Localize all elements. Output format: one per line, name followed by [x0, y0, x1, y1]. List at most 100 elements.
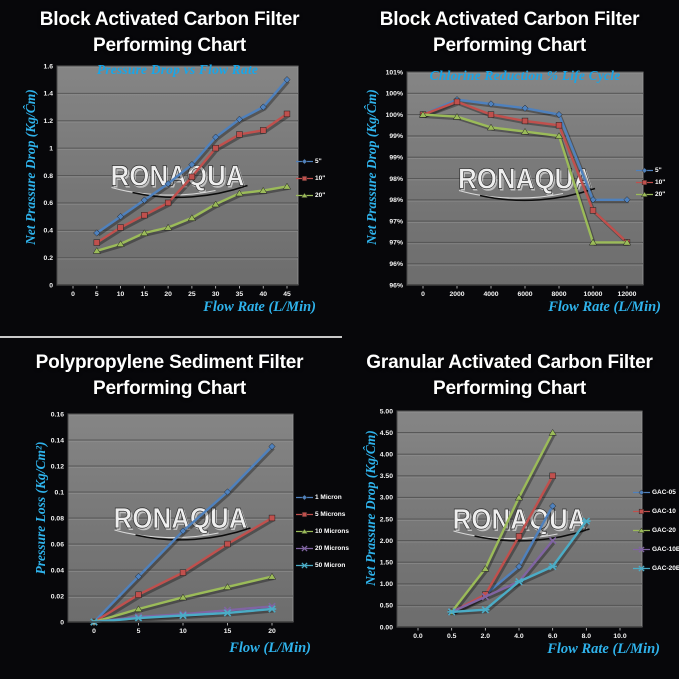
y-axis-label: Net Prassure Drop (Kg/Ĉm) [363, 430, 378, 586]
chart-title: Block Activated Carbon Filter Performing… [340, 7, 679, 59]
legend-item: 10" [296, 174, 325, 183]
svg-text:8.0: 8.0 [582, 633, 592, 640]
y-axis-label: Pressure Loss (Kg/Cm²) [33, 441, 48, 575]
svg-text:1.2: 1.2 [44, 118, 54, 125]
legend-item: 20" [296, 191, 325, 200]
svg-text:0.50: 0.50 [380, 603, 393, 610]
svg-text:100%: 100% [386, 91, 403, 98]
svg-text:0.1: 0.1 [55, 489, 65, 496]
legend-swatch-star-icon [296, 562, 313, 569]
svg-text:12000: 12000 [618, 291, 637, 298]
svg-text:0.4: 0.4 [44, 228, 54, 235]
svg-text:0.0: 0.0 [413, 633, 423, 640]
svg-text:10: 10 [179, 628, 187, 635]
legend-item: 10 Microns [296, 527, 349, 536]
legend-label: GAC-05 [652, 489, 676, 496]
svg-text:97%: 97% [389, 240, 403, 247]
legend-swatch-diamond-icon [296, 158, 313, 165]
svg-text:96%: 96% [389, 261, 403, 268]
y-axis-label: Net Prassure Drop (Kg/Ĉm) [364, 89, 379, 245]
svg-text:2.0: 2.0 [481, 633, 491, 640]
svg-text:0.6: 0.6 [44, 200, 54, 207]
y-axis-label: Net Prassure Drop (Kg/Ĉm) [23, 89, 38, 245]
legend-swatch-square-icon [296, 511, 313, 518]
chart-title: Granular Activated Carbon Filter Perform… [340, 350, 679, 402]
legend-swatch-triangle-icon [296, 528, 313, 534]
chart-title-line2: Performing Chart [432, 35, 587, 56]
legend-swatch-diamond-icon [633, 489, 650, 496]
legend-label: GAC-20 [652, 527, 676, 534]
chart-title-line2: Performing Chart [432, 378, 587, 399]
svg-text:0: 0 [49, 282, 53, 289]
chart-title-line1: Block Activated Carbon Filter [379, 9, 640, 30]
chart-title-line1: Block Activated Carbon Filter [39, 9, 300, 30]
svg-text:2.50: 2.50 [380, 516, 393, 523]
panel-granular-carbon: Granular Activated Carbon Filter Perform… [340, 340, 679, 679]
legend-item: GAC-10 [633, 507, 676, 516]
legend-swatch-x-icon [633, 546, 650, 553]
svg-text:10.0: 10.0 [613, 633, 626, 640]
svg-text:20: 20 [268, 628, 276, 635]
svg-text:15: 15 [224, 628, 232, 635]
legend-swatch-triangle-icon [636, 191, 653, 197]
svg-text:0: 0 [60, 619, 64, 626]
svg-text:0.2: 0.2 [44, 255, 54, 262]
svg-text:3.50: 3.50 [380, 473, 393, 480]
chart-title-line2: Performing Chart [92, 378, 247, 399]
panel-sediment-filter: Polypropylene Sediment Filter Performing… [0, 340, 349, 679]
legend-label: 20" [315, 192, 326, 199]
x-axis-label: Flow (L/Min) [229, 640, 311, 656]
legend-label: 20" [655, 191, 666, 198]
svg-text:0.02: 0.02 [51, 593, 64, 600]
svg-text:100%: 100% [386, 112, 403, 119]
svg-text:98%: 98% [389, 197, 403, 204]
legend-swatch-square-icon [296, 175, 313, 182]
svg-text:1.50: 1.50 [380, 560, 393, 567]
legend-item: 1 Micron [296, 493, 342, 502]
svg-text:1.4: 1.4 [44, 91, 54, 98]
svg-text:5: 5 [137, 628, 141, 635]
legend-item: 20" [636, 190, 665, 199]
svg-text:45: 45 [283, 291, 291, 298]
quadrant-divider-line [0, 336, 342, 338]
svg-text:4.50: 4.50 [380, 430, 393, 437]
legend-label: 20 Microns [315, 545, 349, 552]
svg-text:10000: 10000 [584, 291, 603, 298]
legend-swatch-diamond-icon [636, 167, 653, 174]
svg-text:4.0: 4.0 [514, 633, 524, 640]
svg-text:0.04: 0.04 [51, 567, 64, 574]
svg-text:0: 0 [421, 291, 425, 298]
svg-text:0.06: 0.06 [51, 541, 64, 548]
panel-block-carbon-chlorine: Block Activated Carbon Filter Performing… [340, 0, 679, 339]
svg-text:3.00: 3.00 [380, 495, 393, 502]
svg-text:96%: 96% [389, 282, 403, 289]
chart-title-line1: Granular Activated Carbon Filter [366, 352, 653, 373]
legend-swatch-diamond-icon [296, 494, 313, 501]
legend-item: GAC-05 [633, 488, 676, 497]
legend-swatch-square-icon [636, 179, 653, 186]
svg-text:4000: 4000 [483, 291, 498, 298]
svg-text:0.00: 0.00 [380, 624, 393, 631]
svg-text:20: 20 [164, 291, 172, 298]
watermark-text: RONAQUA [453, 504, 587, 536]
legend-item: 5 Microns [296, 510, 345, 519]
line-chart: RONAQUARONAQUA00.020.040.060.080.10.120.… [51, 411, 294, 635]
legend-item: GAC-20BB [633, 564, 679, 573]
legend-item: 5" [296, 157, 322, 166]
svg-text:1.00: 1.00 [380, 581, 393, 588]
svg-text:99%: 99% [389, 133, 403, 140]
svg-text:5: 5 [95, 291, 99, 298]
svg-text:0.12: 0.12 [51, 463, 64, 470]
chart-title-line2: Performing Chart [92, 35, 247, 56]
legend-label: 1 Micron [315, 494, 342, 501]
legend-label: GAC-10 [652, 508, 676, 515]
legend-item: 20 Microns [296, 544, 349, 553]
svg-text:98%: 98% [389, 176, 403, 183]
chart-subtitle: Chlorine Reduction % Life Cycle [429, 68, 621, 83]
svg-text:30: 30 [212, 291, 220, 298]
legend-swatch-triangle-icon [296, 192, 313, 198]
legend-item: 10" [636, 178, 665, 187]
svg-text:0.14: 0.14 [51, 437, 64, 444]
